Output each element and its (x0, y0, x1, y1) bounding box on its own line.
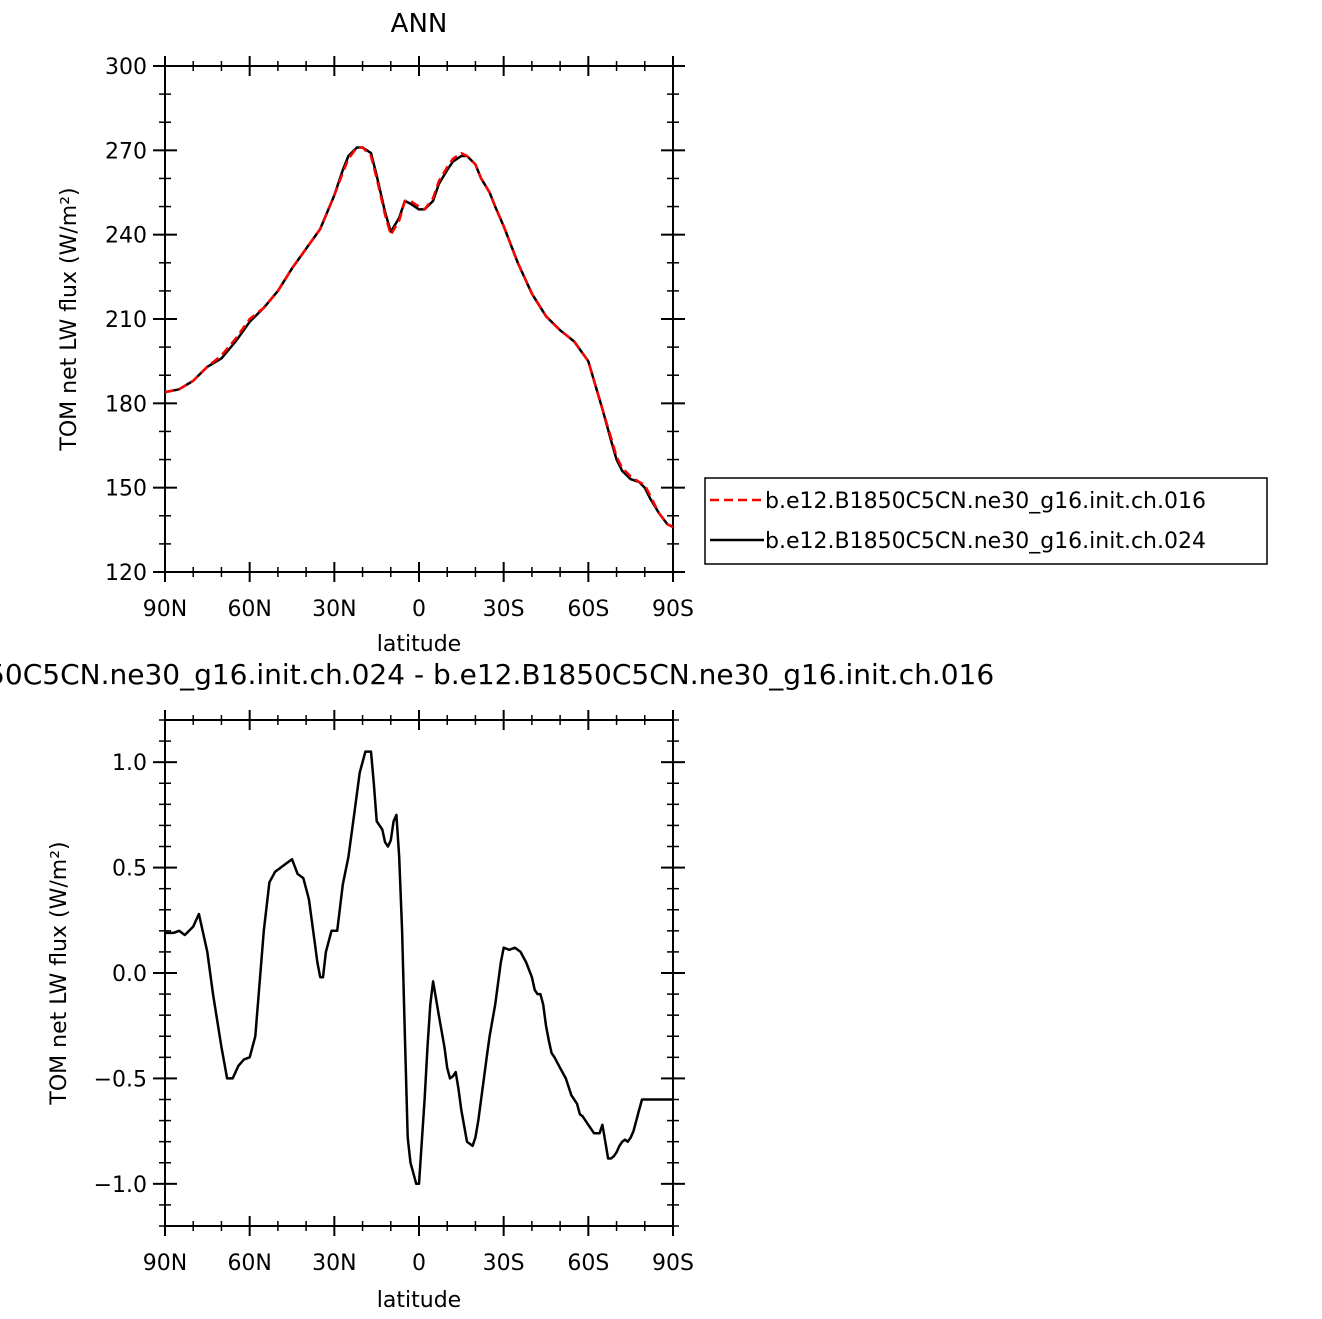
bottom-y-tick-label: 0.0 (112, 962, 147, 987)
bottom-data-lines (165, 750, 673, 1186)
top-y-tick-label: 120 (105, 561, 147, 586)
legend-label-run-016: b.e12.B1850C5CN.ne30_g16.init.ch.016 (765, 489, 1206, 514)
top-plot-frame (164, 65, 674, 573)
bottom-x-tick-label: 60S (567, 1251, 609, 1276)
top-series-line-0 (164, 146, 674, 529)
bottom-panel: b.e12.B1850C5CN.ne30_g16.init.ch.024 - b… (0, 658, 994, 1313)
bottom-y-axis-label: TOM net LW flux (W/m²) (47, 841, 72, 1105)
top-y-tick-label: 270 (105, 139, 147, 164)
top-y-axis-label: TOM net LW flux (W/m²) (57, 187, 82, 451)
bottom-panel-title: b.e12.B1850C5CN.ne30_g16.init.ch.024 - b… (0, 658, 994, 691)
legend: b.e12.B1850C5CN.ne30_g16.init.ch.016 b.e… (704, 477, 1268, 565)
bottom-x-tick-label: 30S (483, 1251, 525, 1276)
bottom-ticks: 90N 60N 30N 0 30S 60S 90S −1.0 −0.5 0.0 0.5 1.0 (94, 710, 694, 1276)
top-x-tick-label: 30S (483, 597, 525, 622)
bottom-x-axis-label: latitude (377, 1288, 461, 1313)
bottom-y-tick-label: −1.0 (94, 1173, 147, 1198)
legend-label-run-024: b.e12.B1850C5CN.ne30_g16.init.ch.024 (765, 529, 1206, 554)
top-panel-title: ANN (391, 9, 448, 39)
top-ticks: 90N 60N 30N 0 30S 60S 90S 120 150 180 210 240 270 300 (105, 55, 694, 622)
top-y-tick-label: 240 (105, 224, 147, 249)
bottom-y-tick-label: 0.5 (112, 857, 147, 882)
legend-box (704, 477, 1268, 565)
bottom-series-line-0 (165, 750, 673, 1186)
bottom-y-tick-label: −0.5 (94, 1067, 147, 1092)
top-x-tick-label: 60S (567, 597, 609, 622)
top-panel: ANN 90N 60N 30N 0 30S 60S 90S 120 150 180 210 240 27… (57, 9, 1268, 657)
top-data-lines (164, 146, 674, 529)
top-x-axis-label: latitude (377, 632, 461, 657)
top-x-tick-label: 30N (312, 597, 356, 622)
top-series-line-1 (164, 146, 674, 529)
bottom-x-tick-label: 90N (143, 1251, 187, 1276)
bottom-x-tick-label: 90S (652, 1251, 694, 1276)
top-x-tick-label: 90S (652, 597, 694, 622)
top-y-tick-label: 300 (105, 55, 147, 80)
bottom-x-tick-label: 60N (227, 1251, 271, 1276)
top-x-tick-label: 60N (227, 597, 271, 622)
top-y-tick-label: 150 (105, 477, 147, 502)
bottom-y-tick-label: 1.0 (112, 751, 147, 776)
bottom-x-tick-label: 30N (312, 1251, 356, 1276)
bottom-plot-frame (164, 719, 674, 1227)
top-y-tick-label: 180 (105, 392, 147, 417)
bottom-x-tick-label: 0 (412, 1251, 426, 1276)
top-y-tick-label: 210 (105, 308, 147, 333)
top-x-tick-label: 90N (143, 597, 187, 622)
top-x-tick-label: 0 (412, 597, 426, 622)
